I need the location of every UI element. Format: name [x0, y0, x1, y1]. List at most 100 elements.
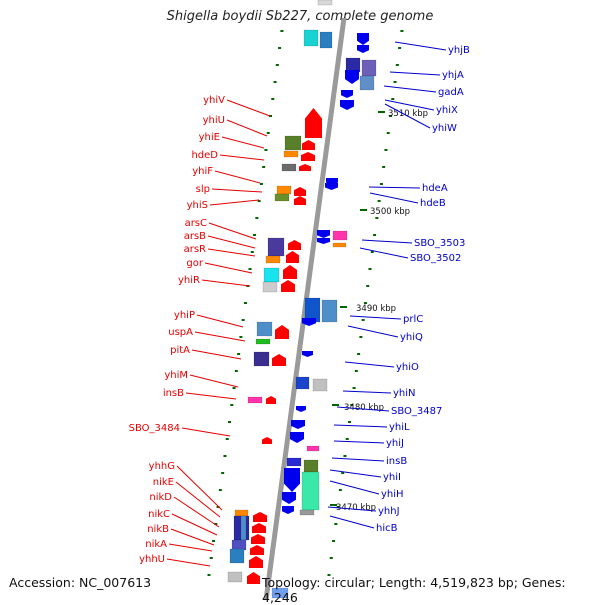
leader-line [368, 186, 421, 189]
tick-mark [395, 64, 399, 66]
plus-strand-gene-arrow [247, 572, 260, 584]
leader-line [329, 515, 375, 529]
tick-mark [375, 217, 379, 219]
gene-box [234, 509, 249, 517]
leader-line [333, 440, 385, 444]
gene-box [256, 321, 273, 337]
gene-box [283, 150, 299, 158]
tick-mark [275, 64, 279, 66]
gene-label-right: yhhJ [378, 506, 400, 517]
gene-label-left: gor [186, 258, 203, 269]
gene-label-right: yhiH [381, 489, 404, 500]
gene-label-right: yhiN [393, 388, 416, 399]
kbp-tick-label: 3490 kbp [356, 304, 396, 314]
tick-mark [352, 387, 356, 389]
diagram-title: Shigella boydii Sb227, complete genome [166, 9, 434, 24]
tick-mark [259, 183, 263, 185]
tick-mark [343, 455, 347, 457]
leader-line [207, 248, 256, 257]
minus-strand-gene-arrow [317, 230, 330, 238]
leader-line [176, 465, 223, 511]
plus-strand-gene-arrow [305, 108, 322, 138]
tick-mark [253, 234, 257, 236]
leader-line [191, 349, 242, 360]
gene-label-right: yhiX [436, 105, 458, 116]
gene-box [240, 515, 247, 541]
leader-line [329, 469, 382, 478]
tick-mark [250, 251, 254, 253]
gene-box [301, 471, 320, 511]
gene-box [231, 539, 247, 551]
gene-label-left: yhhU [139, 554, 165, 565]
gene-label-right: yhiO [396, 362, 419, 373]
gene-label-right: yhjA [442, 70, 464, 81]
leader-line [181, 427, 231, 437]
tick-mark [278, 47, 282, 49]
gene-label-right: prlC [403, 314, 423, 325]
tick-mark [354, 370, 358, 372]
tick-mark [225, 438, 229, 440]
leader-line [208, 222, 257, 240]
gene-box [284, 135, 302, 151]
leader-line [342, 390, 392, 394]
gene-box [332, 242, 347, 248]
plus-strand-gene-arrow [294, 187, 306, 196]
minus-strand-gene-arrow [296, 406, 306, 412]
leader-line [383, 85, 437, 93]
tick-mark [232, 387, 236, 389]
gene-label-right: SBO_3487 [391, 406, 442, 417]
gene-label-left: yhiU [203, 115, 225, 126]
minus-strand-gene-arrow [357, 45, 369, 53]
plus-strand-gene-arrow [299, 164, 311, 171]
gene-label-right: insB [386, 456, 407, 467]
tick-mark [255, 217, 259, 219]
left-gene-labels: yhiV yhiU yhiE hdeD yhiF slp yhiS arsC arsB arsR g… [129, 95, 226, 565]
gene-label-left: uspA [168, 327, 193, 338]
gene-features [227, 0, 377, 599]
leader-line [344, 361, 395, 368]
leader-line [359, 247, 409, 259]
tick-mark [377, 200, 381, 202]
leader-line [394, 41, 447, 51]
gene-label-right: SBO_3503 [414, 238, 465, 249]
gene-label-left: nikC [148, 509, 170, 520]
plus-strand-gene-arrow [275, 325, 289, 339]
tick-mark [338, 489, 342, 491]
tick-mark [370, 251, 374, 253]
tick-mark [398, 47, 402, 49]
gene-label-right: hdeB [420, 198, 446, 209]
minus-strand-gene-arrow [290, 432, 304, 443]
gene-box [276, 185, 292, 195]
tick-mark [347, 421, 351, 423]
plus-strand-gene-arrow [266, 396, 276, 404]
leader-line [170, 528, 215, 546]
leader-line [384, 103, 431, 129]
gene-label-left: yhiV [203, 95, 225, 106]
tick-mark [357, 353, 361, 355]
tick-mark [239, 336, 243, 338]
gene-box [263, 267, 280, 283]
tick-mark [214, 523, 218, 525]
tick-mark [340, 306, 347, 308]
plus-strand-gene-arrow [250, 545, 264, 555]
gene-box [361, 59, 377, 77]
tick-mark [391, 98, 395, 100]
plus-strand-gene-arrow [301, 152, 315, 161]
tick-mark [248, 268, 252, 270]
minus-strand-gene-arrow [341, 90, 353, 98]
gene-label-left: slp [196, 184, 210, 195]
tick-mark [384, 149, 388, 151]
leader-line [349, 315, 402, 320]
tick-mark [271, 98, 275, 100]
gene-label-left: nikD [149, 492, 172, 503]
tick-mark [382, 166, 386, 168]
tick-mark [227, 421, 231, 423]
gene-box [332, 230, 348, 241]
tick-mark [269, 115, 273, 117]
plus-strand-gene-arrow [288, 240, 301, 250]
plus-strand-gene-arrow [249, 556, 263, 568]
leader-line [196, 314, 244, 328]
gene-box [321, 299, 338, 323]
gene-label-left: SBO_3484 [129, 423, 180, 434]
